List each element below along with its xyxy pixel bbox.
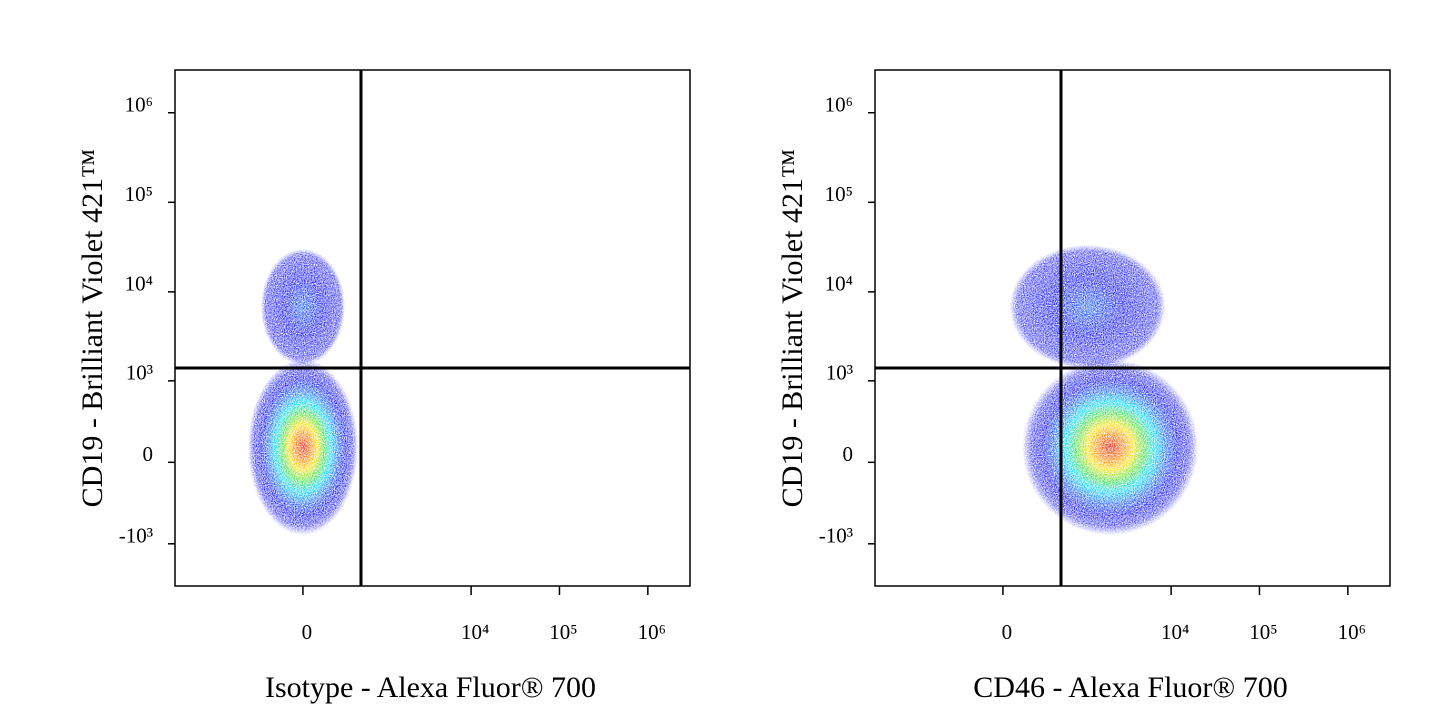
y-tick-label: 10⁴	[825, 272, 853, 296]
cell-population	[260, 248, 345, 365]
y-tick-label: -10³	[819, 524, 853, 548]
cell-population	[1022, 359, 1199, 536]
y-tick-label: -10³	[119, 524, 153, 548]
cell-population	[247, 359, 358, 536]
y-tick-label: 10⁶	[825, 93, 853, 117]
x-tick-label: 0	[302, 620, 313, 644]
x-tick-label: 10⁴	[461, 620, 489, 644]
y-tick-label: 10⁵	[825, 182, 853, 206]
y-tick-label: 10⁴	[125, 272, 153, 296]
x-tick-label: 10⁵	[1249, 620, 1277, 644]
plot-frame	[174, 69, 691, 587]
x-tick-label: 10⁶	[638, 620, 666, 644]
x-axis-title: Isotype - Alexa Fluor® 700	[265, 671, 596, 704]
x-tick-label: 10⁵	[549, 620, 577, 644]
y-tick-label: 0	[843, 442, 854, 466]
y-tick-label: 10³	[126, 361, 153, 385]
y-tick-label: 0	[143, 442, 154, 466]
y-axis-title: CD19 - Brilliant Violet 421™	[76, 149, 109, 508]
y-axis-title: CD19 - Brilliant Violet 421™	[776, 149, 809, 508]
x-tick-label: 10⁴	[1161, 620, 1189, 644]
plot-frame	[874, 69, 1391, 587]
x-tick-label: 10⁶	[1338, 620, 1366, 644]
y-tick-label: 10³	[826, 361, 853, 385]
x-tick-label: 0	[1002, 620, 1013, 644]
y-tick-label: 10⁶	[125, 93, 153, 117]
cell-population	[1009, 244, 1166, 369]
x-axis-title: CD46 - Alexa Fluor® 700	[973, 671, 1287, 704]
y-tick-label: 10⁵	[125, 182, 153, 206]
